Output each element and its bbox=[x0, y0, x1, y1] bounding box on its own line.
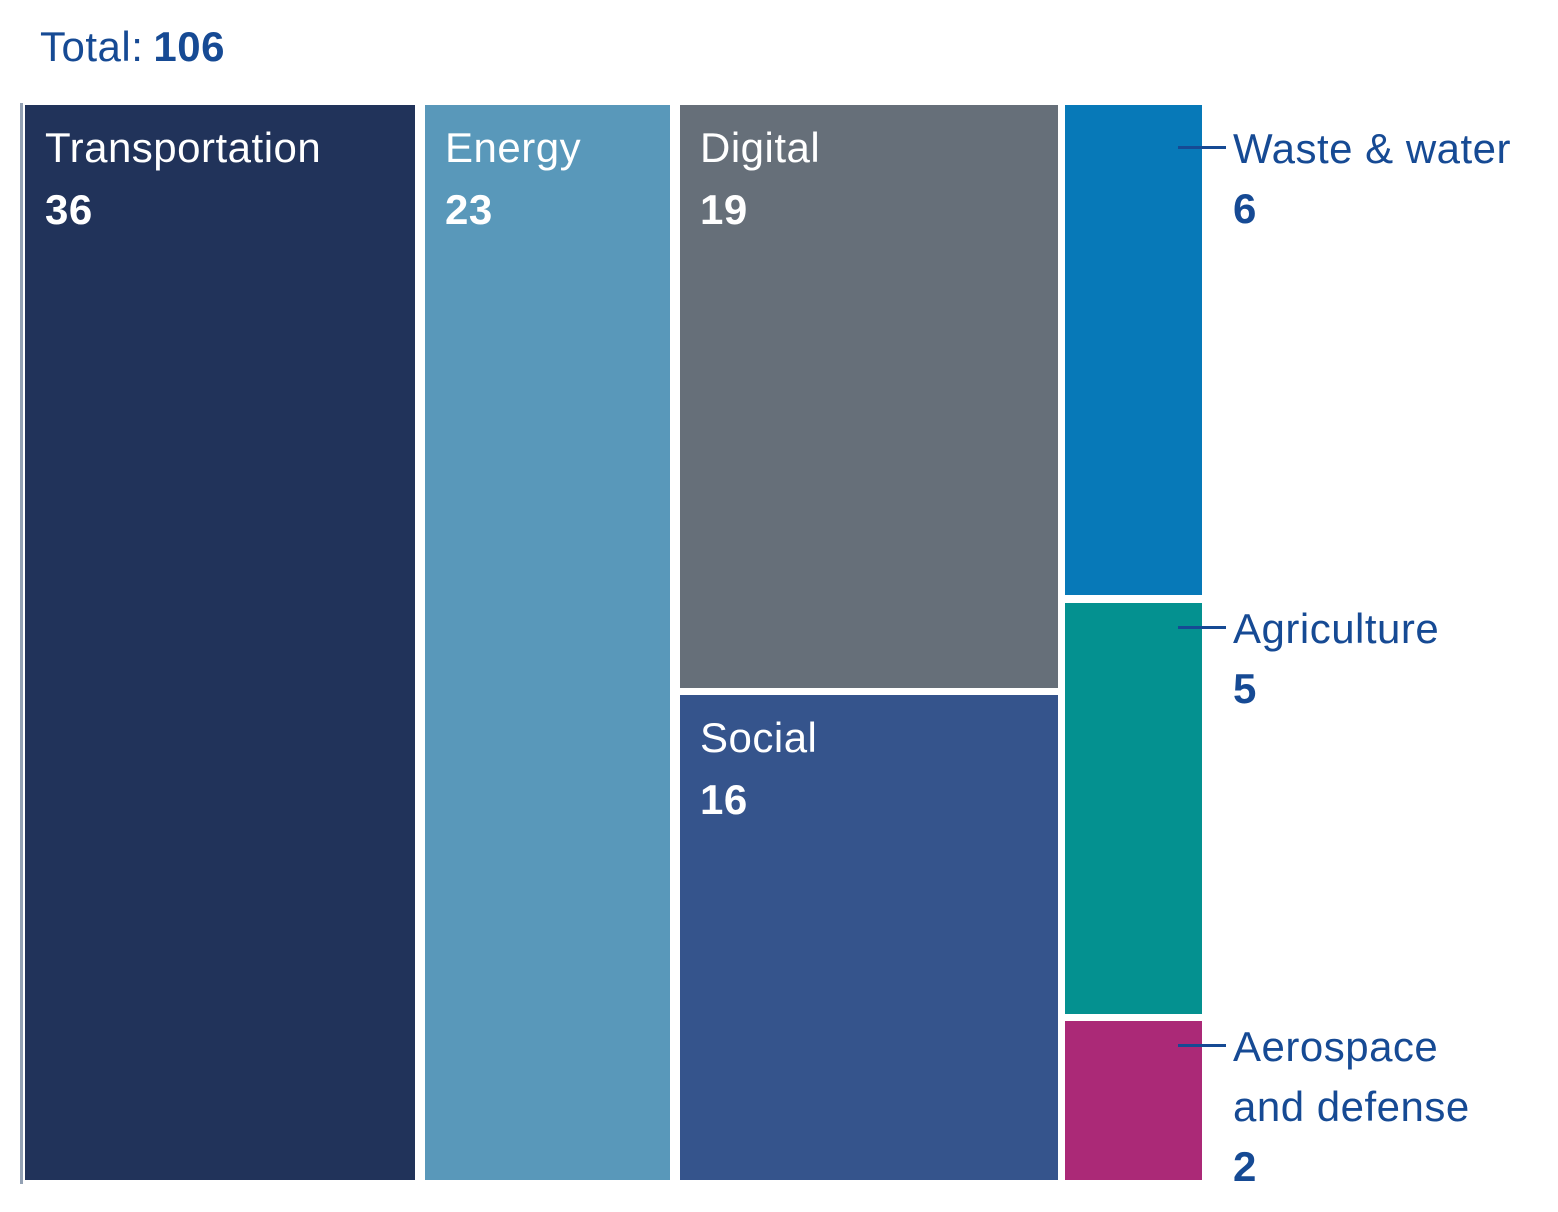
callout-line-aerospace-and-defense bbox=[1178, 1044, 1226, 1047]
total-label: Total: bbox=[40, 23, 144, 70]
treemap-block-social: Social 16 bbox=[680, 695, 1058, 1180]
treemap-block-digital: Digital 19 bbox=[680, 105, 1058, 688]
block-label: Digital 19 bbox=[700, 117, 820, 241]
treemap-block-agriculture bbox=[1065, 603, 1202, 1014]
block-name: Social bbox=[700, 714, 818, 761]
block-label: Transportation 36 bbox=[45, 117, 321, 241]
block-label: Social 16 bbox=[700, 707, 817, 831]
block-value: 23 bbox=[445, 186, 493, 233]
callout-value: 2 bbox=[1233, 1143, 1257, 1190]
callout-name-line: and defense bbox=[1233, 1083, 1470, 1130]
block-value: 36 bbox=[45, 186, 93, 233]
treemap-block-aerospace-and-defense bbox=[1065, 1021, 1202, 1180]
callout-name-line: Agriculture bbox=[1233, 605, 1440, 652]
callout-label-waste-water: Waste & water 6 bbox=[1233, 119, 1511, 239]
callout-line-agriculture bbox=[1178, 626, 1226, 629]
callout-value: 6 bbox=[1233, 185, 1257, 232]
block-name: Digital bbox=[700, 124, 821, 171]
treemap-block-waste-water bbox=[1065, 105, 1202, 595]
treemap-block-transportation: Transportation 36 bbox=[25, 105, 415, 1180]
treemap-block-energy: Energy 23 bbox=[425, 105, 670, 1180]
callout-name-line: Waste & water bbox=[1233, 125, 1512, 172]
block-value: 16 bbox=[700, 776, 748, 823]
callout-value: 5 bbox=[1233, 665, 1257, 712]
chart-title: Total: 106 bbox=[40, 24, 225, 70]
axis-line bbox=[20, 103, 23, 1184]
total-value: 106 bbox=[153, 23, 225, 70]
callout-label-agriculture: Agriculture 5 bbox=[1233, 599, 1439, 719]
block-name: Energy bbox=[445, 124, 582, 171]
block-name: Transportation bbox=[45, 124, 322, 171]
callout-line-waste-water bbox=[1178, 146, 1226, 149]
callout-name-line: Aerospace bbox=[1233, 1023, 1439, 1070]
callout-label-aerospace-and-defense: Aerospace and defense 2 bbox=[1233, 1017, 1470, 1197]
block-value: 19 bbox=[700, 186, 748, 233]
block-label: Energy 23 bbox=[445, 117, 581, 241]
